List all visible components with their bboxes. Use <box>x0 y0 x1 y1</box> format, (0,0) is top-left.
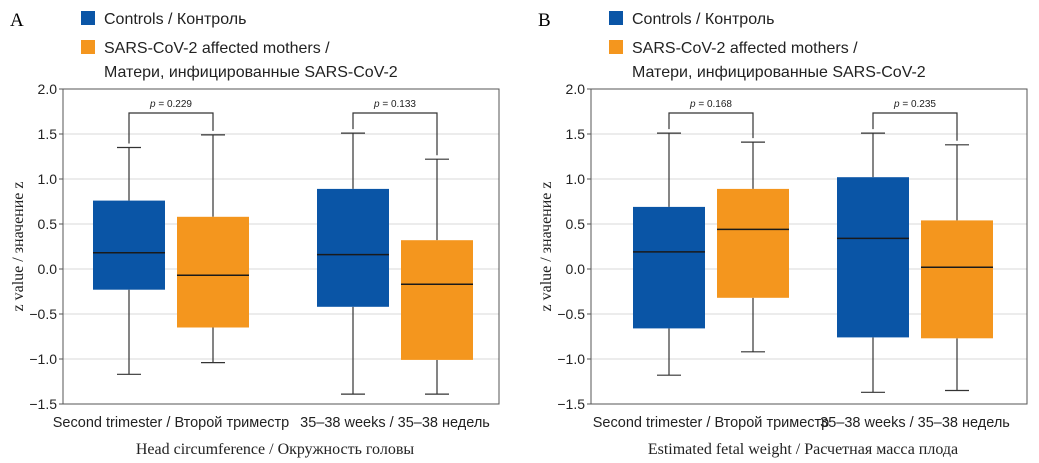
significance-bracket <box>352 112 438 156</box>
p-value-label: p = 0.235 <box>893 99 936 110</box>
box-controls-1 <box>837 132 909 393</box>
y-tick-label: 1.0 <box>38 171 58 187</box>
x-axis-label: Head circumference / Окружность головы <box>136 441 414 458</box>
y-tick-label: 2.0 <box>566 81 586 97</box>
x-axis-label: Estimated fetal weight / Расчетная масса… <box>648 441 958 458</box>
y-tick-label: 0.5 <box>38 216 58 232</box>
p-value-label: p = 0.229 <box>149 99 192 110</box>
box-controls-0 <box>93 146 165 375</box>
legend-label: Controls / Контроль <box>632 11 774 28</box>
y-tick-label: 1.5 <box>566 126 586 142</box>
y-tick-label: −0.5 <box>557 306 585 322</box>
legend-swatch <box>81 40 95 54</box>
legend-label: Матери, инфицированные SARS-CoV-2 <box>632 64 926 81</box>
box-controls-1 <box>317 132 389 395</box>
legend-swatch <box>609 40 623 54</box>
y-tick-label: −1.0 <box>29 351 57 367</box>
y-tick-label: 0.5 <box>566 216 586 232</box>
y-axis-label: z value / значение z <box>538 181 555 311</box>
y-tick-label: 1.0 <box>566 171 586 187</box>
box <box>921 220 993 339</box>
significance-bracket <box>668 112 754 139</box>
box <box>633 206 705 329</box>
box-sars-1 <box>921 144 993 392</box>
y-tick-label: −1.5 <box>29 396 57 412</box>
box <box>177 216 249 328</box>
legend-label: Матери, инфицированные SARS-CoV-2 <box>104 64 398 81</box>
box-sars-0 <box>177 134 249 364</box>
box <box>837 177 909 338</box>
panel-label: A <box>10 10 24 31</box>
x-category-label: Second trimester / Второй триместр <box>593 415 829 431</box>
y-tick-label: 0.0 <box>566 261 586 277</box>
y-tick-label: 1.5 <box>38 126 58 142</box>
x-category-label: 35–38 weeks / 35–38 недель <box>300 415 490 431</box>
y-tick-label: 0.0 <box>38 261 58 277</box>
x-category-label: 35–38 weeks / 35–38 недель <box>820 415 1010 431</box>
significance-bracket <box>872 112 958 141</box>
box <box>93 200 165 290</box>
y-tick-label: 2.0 <box>38 81 58 97</box>
legend-label: Controls / Контроль <box>104 11 246 28</box>
box <box>401 240 473 360</box>
box <box>317 188 389 307</box>
y-tick-label: −0.5 <box>29 306 57 322</box>
significance-bracket <box>128 112 214 144</box>
y-tick-label: −1.5 <box>557 396 585 412</box>
box-controls-0 <box>633 132 705 376</box>
panel-b: B Controls / Контроль SARS-CoV-2 affected … <box>538 10 1028 458</box>
box-sars-0 <box>717 141 789 353</box>
p-value-label: p = 0.168 <box>689 99 732 110</box>
plot-frame <box>62 88 500 405</box>
panel-label: B <box>538 10 551 31</box>
panel-a: A Controls / Контроль SARS-CoV-2 affected … <box>10 10 500 458</box>
y-axis-label: z value / значение z <box>10 181 27 311</box>
x-category-label: Second trimester / Второй триместр <box>53 415 289 431</box>
plot-frame <box>590 88 1028 405</box>
box <box>717 188 789 298</box>
y-tick-label: −1.0 <box>557 351 585 367</box>
legend-label: SARS-CoV-2 affected mothers / <box>104 40 330 57</box>
legend-label: SARS-CoV-2 affected mothers / <box>632 40 858 57</box>
legend-swatch <box>81 11 95 25</box>
box-sars-1 <box>401 158 473 395</box>
p-value-label: p = 0.133 <box>373 99 416 110</box>
legend-swatch <box>609 11 623 25</box>
